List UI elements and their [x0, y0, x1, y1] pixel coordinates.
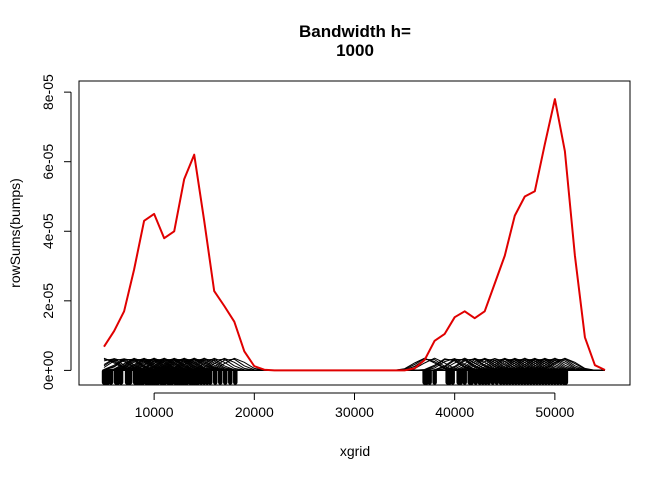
plot-frame	[78, 80, 631, 386]
y-tick-label: 2e-05	[40, 283, 56, 319]
rug-marks	[101, 369, 569, 385]
x-tick-label: 50000	[535, 404, 574, 420]
density-series-line	[103, 98, 606, 372]
x-axis: 10000 20000 30000 40000 50000	[135, 392, 575, 420]
kernel-bumps	[103, 357, 606, 371]
x-tick-label: 20000	[235, 404, 274, 420]
y-axis: 0e+00 2e-05 4e-05 6e-05 8e-05	[40, 74, 72, 391]
chart-title-line2: 1000	[336, 41, 374, 60]
x-tick-label: 30000	[335, 404, 374, 420]
y-tick-label: 6e-05	[40, 144, 56, 180]
y-tick-label: 8e-05	[40, 74, 56, 110]
y-tick-label: 4e-05	[40, 213, 56, 249]
x-axis-label: xgrid	[340, 443, 370, 459]
chart-title-line1: Bandwidth h=	[299, 22, 411, 41]
x-tick-label: 10000	[135, 404, 174, 420]
y-tick-label: 0e+00	[40, 351, 56, 391]
y-axis-label: rowSums(bumps)	[7, 178, 23, 288]
x-tick-label: 40000	[435, 404, 474, 420]
series-group	[103, 98, 606, 372]
